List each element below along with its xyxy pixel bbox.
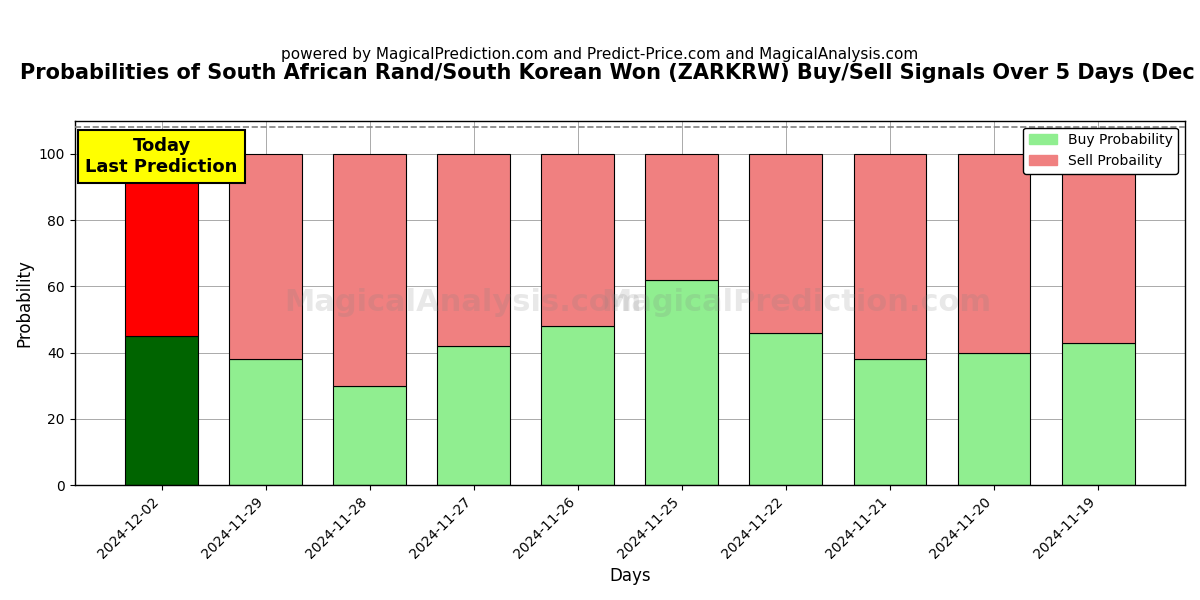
X-axis label: Days: Days [610,567,650,585]
Bar [334,386,406,485]
Bar [750,332,822,485]
Y-axis label: Probability: Probability [16,259,34,347]
Bar [541,154,614,326]
Text: powered by MagicalPrediction.com and Predict-Price.com and MagicalAnalysis.com: powered by MagicalPrediction.com and Pre… [281,46,919,61]
Bar [853,154,926,359]
Bar [1062,154,1134,343]
Bar [958,154,1031,353]
Bar [229,359,302,485]
Text: MagicalAnalysis.com: MagicalAnalysis.com [284,289,642,317]
Bar [853,359,926,485]
Bar [125,154,198,336]
Legend: Buy Probability, Sell Probaility: Buy Probability, Sell Probaility [1024,128,1178,173]
Bar [958,353,1031,485]
Text: Today
Last Prediction: Today Last Prediction [85,137,238,176]
Bar [437,346,510,485]
Bar [125,336,198,485]
Bar [437,154,510,346]
Title: Probabilities of South African Rand/South Korean Won (ZARKRW) Buy/Sell Signals O: Probabilities of South African Rand/Sout… [19,63,1200,83]
Bar [646,280,719,485]
Text: MagicalPrediction.com: MagicalPrediction.com [601,289,991,317]
Bar [229,154,302,359]
Bar [541,326,614,485]
Bar [750,154,822,332]
Bar [646,154,719,280]
Bar [1062,343,1134,485]
Bar [334,154,406,386]
